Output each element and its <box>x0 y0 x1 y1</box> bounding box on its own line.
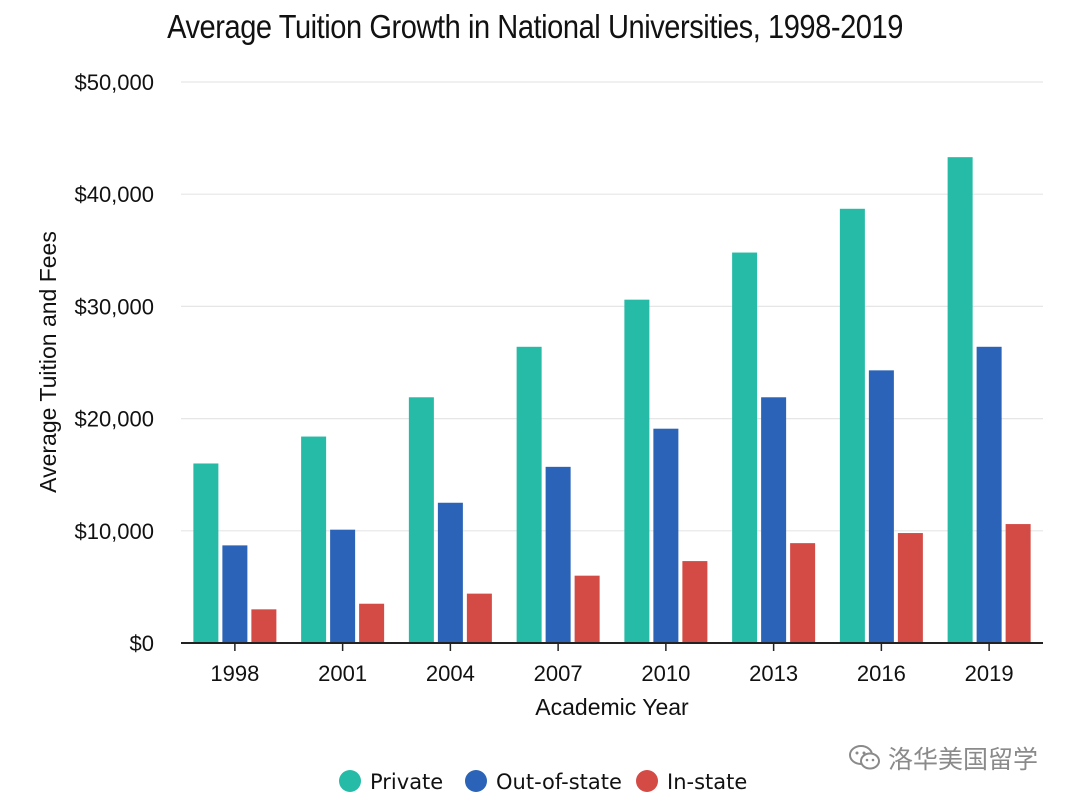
legend-label: Out-of-state <box>496 770 622 794</box>
bar-private-2016 <box>839 208 865 643</box>
x-tick-label: 1998 <box>210 661 259 686</box>
bar-in-state-2016 <box>897 533 923 643</box>
bar-in-state-2010 <box>682 561 708 643</box>
bar-in-state-2019 <box>1005 524 1031 643</box>
bar-private-2010 <box>624 299 650 643</box>
bar-private-2019 <box>947 157 973 643</box>
bar-private-2007 <box>516 346 542 643</box>
x-tick-label: 2004 <box>426 661 475 686</box>
bar-in-state-2001 <box>359 603 385 643</box>
bar-out-of-state-2001 <box>330 529 356 643</box>
bar-out-of-state-2019 <box>976 346 1002 643</box>
x-tick-label: 2010 <box>641 661 690 686</box>
bar-out-of-state-2010 <box>653 428 679 643</box>
y-tick-label: $40,000 <box>74 182 154 207</box>
legend-swatch-in-state <box>636 770 658 792</box>
bar-private-2001 <box>301 436 327 643</box>
x-tick-label: 2007 <box>534 661 583 686</box>
x-tick-label: 2016 <box>857 661 906 686</box>
chart-title: Average Tuition Growth in National Unive… <box>167 8 903 45</box>
x-tick-label: 2013 <box>749 661 798 686</box>
x-tick-label: 2019 <box>965 661 1014 686</box>
bar-private-1998 <box>193 463 219 643</box>
y-tick-label: $30,000 <box>74 294 154 319</box>
legend-label: In-state <box>667 770 747 794</box>
bar-out-of-state-2013 <box>761 397 787 643</box>
x-tick-label: 2001 <box>318 661 367 686</box>
bar-private-2004 <box>408 397 434 643</box>
x-axis-title: Academic Year <box>535 694 689 720</box>
bar-out-of-state-1998 <box>222 545 248 643</box>
y-tick-label: $0 <box>130 631 154 656</box>
wechat-icon <box>849 745 880 770</box>
y-axis-ticks: $0 $10,000 $20,000 $30,000 $40,000 $50,000 <box>74 70 154 656</box>
y-axis-title: Average Tuition and Fees <box>35 231 61 493</box>
watermark: 洛华美国留学 <box>848 740 1038 776</box>
bar-in-state-2004 <box>466 593 492 643</box>
bar-out-of-state-2016 <box>868 370 894 643</box>
bar-in-state-2013 <box>790 543 816 643</box>
legend-swatch-private <box>339 770 361 792</box>
y-tick-label: $10,000 <box>74 519 154 544</box>
bar-out-of-state-2007 <box>545 466 571 643</box>
bar-in-state-1998 <box>251 609 277 643</box>
bar-private-2013 <box>732 252 758 643</box>
watermark-text: 洛华美国留学 <box>888 745 1039 774</box>
y-tick-label: $20,000 <box>74 407 154 432</box>
legend-label: Private <box>370 770 443 794</box>
legend-swatch-out-of-state <box>465 770 487 792</box>
bar-out-of-state-2004 <box>437 502 463 643</box>
y-tick-label: $50,000 <box>74 70 154 95</box>
bar-in-state-2007 <box>574 575 600 643</box>
legend: Private Out-of-state In-state <box>339 770 747 794</box>
x-axis-ticks: 1998 2001 2004 2007 2010 2013 2016 2019 <box>210 643 1014 686</box>
bars <box>193 157 1031 643</box>
